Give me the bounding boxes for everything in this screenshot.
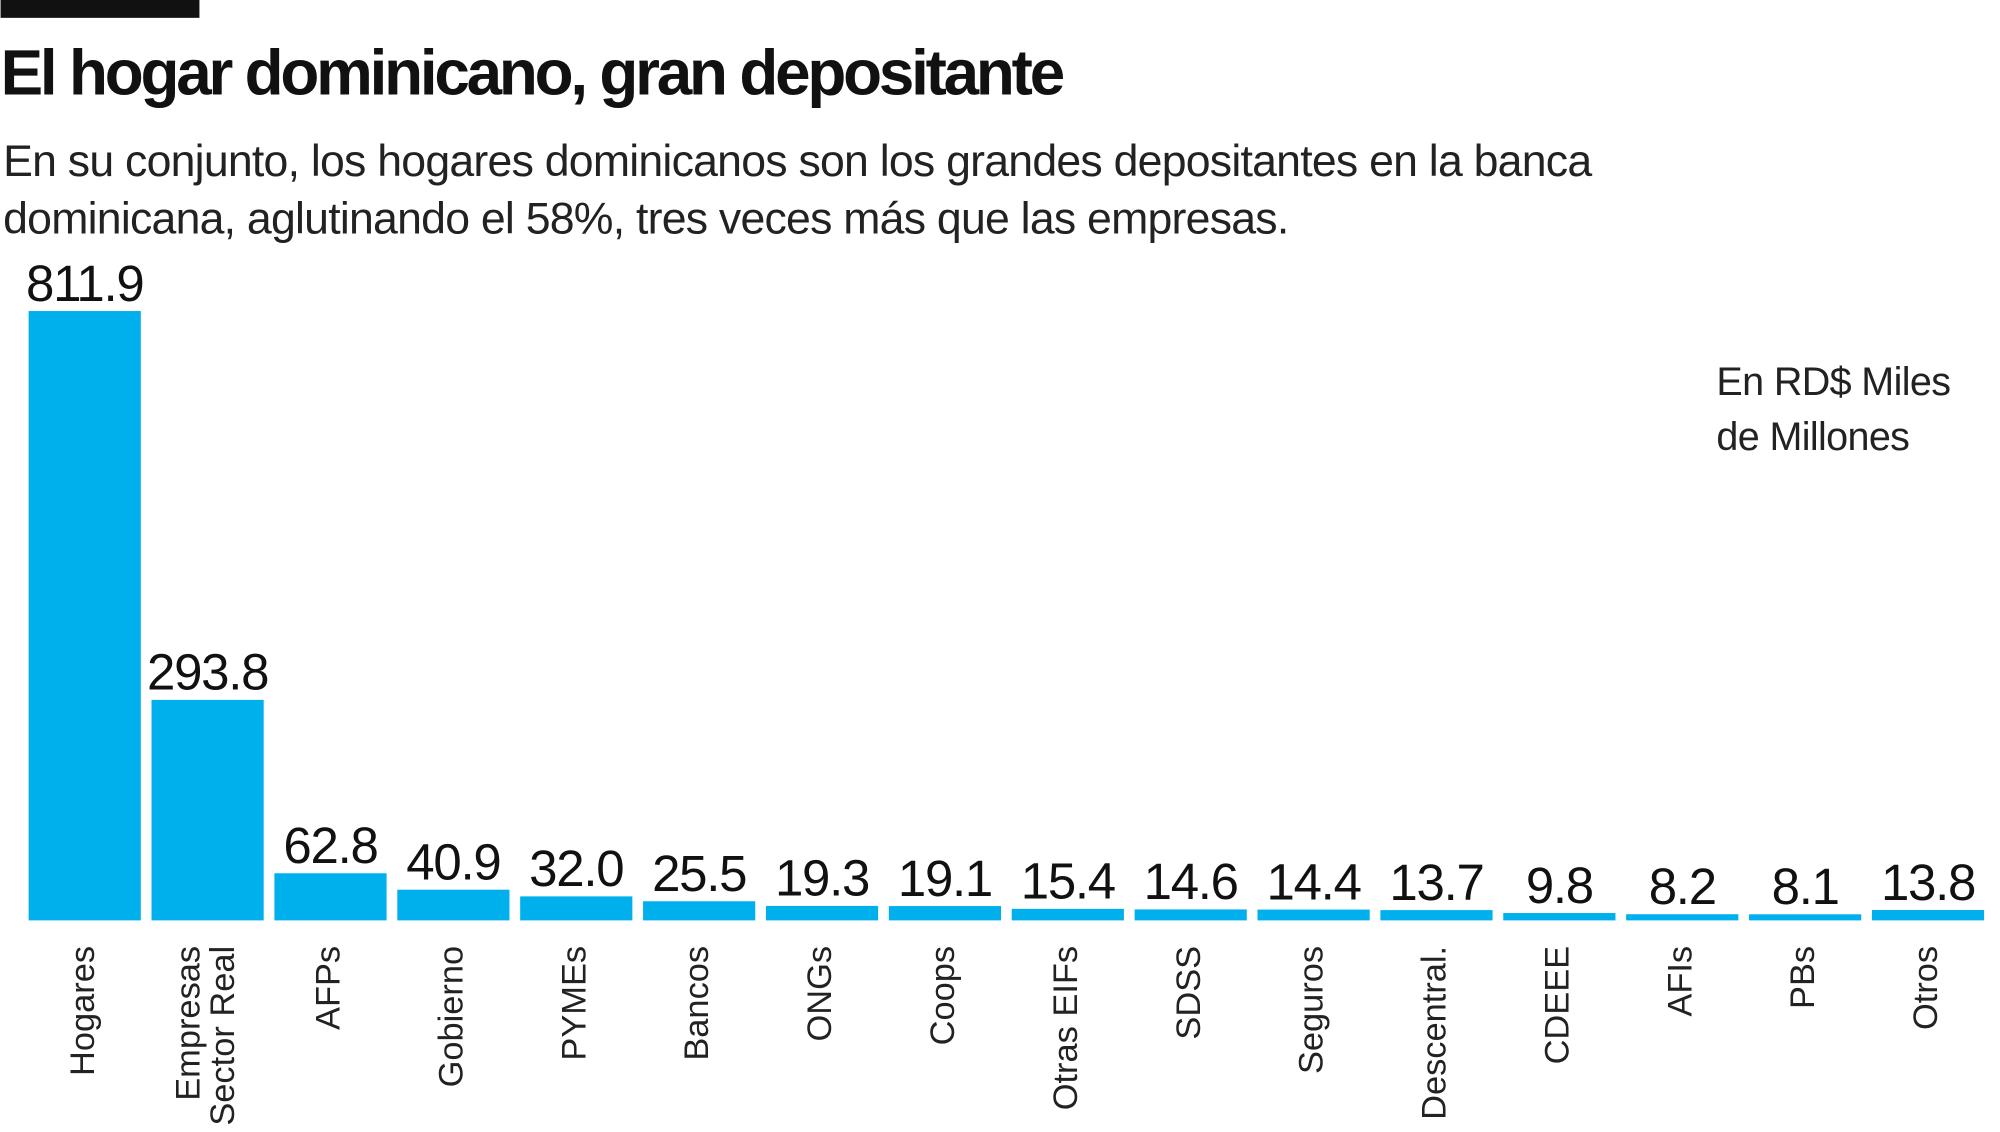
value-label: 14.6 [1144,853,1238,910]
x-tick-group: ONGs [801,946,839,1042]
bar [643,901,756,921]
value-label: 62.8 [283,817,377,874]
unit-note: En RD$ Miles de Millones [1716,359,1951,459]
x-tick-group: AFIs [1661,946,1699,1017]
bar [151,699,264,921]
bar [1011,908,1124,921]
bar [765,905,879,921]
x-tick-label: SDSS [1170,946,1208,1040]
x-tick-line: Empresas [169,946,207,1101]
value-label: 14.4 [1267,853,1361,910]
x-tick-line: Sector Real [204,946,242,1126]
x-tick-label: Gobierno [432,946,470,1088]
bar [1380,910,1493,921]
x-tick-group: PBs [1784,946,1822,1009]
x-tick-group: AFPs [310,946,348,1030]
bar [1871,910,1985,921]
bar [274,873,387,921]
x-tick-label: Seguros [1293,946,1331,1074]
x-tick-label: Hogares [64,946,102,1076]
value-label: 19.1 [898,850,992,907]
bar [1626,914,1739,921]
value-label: 25.5 [652,845,746,902]
bar [1134,909,1247,921]
value-label: 40.9 [406,833,500,890]
x-tick-label: PYMEs [555,946,593,1061]
x-tick-label: ONGs [801,946,839,1042]
x-tick-group: Coops [924,946,962,1045]
x-tick-group: Bancos [678,946,716,1061]
x-tick-group: EmpresasSector Real [169,946,241,1126]
bar [1749,914,1862,921]
x-tick-group: CDEEE [1538,946,1576,1065]
x-tick-label: EmpresasSector Real [169,946,241,1126]
x-tick-group: Seguros [1293,946,1331,1074]
x-tick-label: PBs [1784,946,1822,1009]
x-tick-group: SDSS [1170,946,1208,1040]
value-label: 13.8 [1881,854,1975,911]
value-label: 15.4 [1021,853,1115,910]
value-label: 8.1 [1772,858,1839,915]
bar [28,311,141,921]
value-label: 13.7 [1389,854,1483,911]
x-tick-label: AFPs [310,946,348,1030]
x-tick-label: Descentral. [1416,946,1454,1120]
note-box: En RD$ Miles de Millones [1716,359,1951,459]
x-tick-group: PYMEs [555,946,593,1061]
title-box: El hogar dominicano, gran depositante [0,36,1066,109]
top-rule [0,0,200,18]
x-tick-group: Descentral. [1416,946,1454,1120]
x-tick-label: AFIs [1661,946,1699,1017]
x-tick-label: CDEEE [1538,946,1576,1065]
x-tick-label: Coops [924,946,962,1045]
bar [397,889,510,921]
bar [888,906,1002,921]
bar [1257,909,1370,921]
x-tick-group: Otros [1907,946,1945,1030]
value-label: 8.2 [1649,858,1716,915]
chart-title: El hogar dominicano, gran depositante [0,36,1066,109]
subtitle-box: En su conjunto, los hogares dominicanos … [3,136,1592,244]
x-tick-label: Otras EIFs [1047,946,1085,1110]
bar [1503,913,1616,921]
chart-subtitle: En su conjunto, los hogares dominicanos … [3,136,1592,244]
value-label: 293.8 [147,644,268,701]
value-label: 811.9 [26,255,143,312]
value-label: 32.0 [529,840,623,897]
value-label: 19.3 [775,850,869,907]
x-tick-group: Hogares [64,946,102,1076]
x-tick-label: Bancos [678,946,716,1061]
x-tick-group: Gobierno [432,946,470,1088]
x-tick-group: Otras EIFs [1047,946,1085,1110]
x-tick-label: Otros [1907,946,1945,1030]
value-label: 9.8 [1526,857,1593,914]
bar [520,896,633,921]
